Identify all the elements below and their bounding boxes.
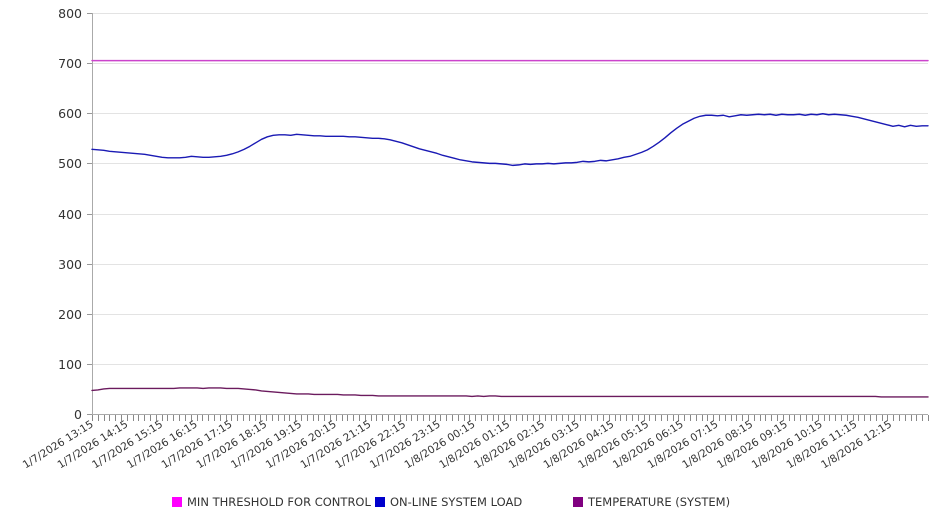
- y-axis-tick-label: 500: [58, 156, 82, 171]
- legend-label: MIN THRESHOLD FOR CONTROL: [187, 495, 371, 509]
- series-layer: [91, 59, 929, 398]
- y-axis-tick-labels: 0 100 200 300 400 500 600 700 800: [58, 6, 82, 422]
- y-axis-tick-label: 800: [58, 6, 82, 21]
- chart-legend: MIN THRESHOLD FOR CONTROL ON-LINE SYSTEM …: [172, 495, 730, 509]
- axis-layer: [87, 13, 929, 421]
- legend-item[interactable]: TEMPERATURE (SYSTEM): [573, 495, 730, 509]
- y-axis-tick-label: 300: [58, 257, 82, 272]
- y-axis-tick-label: 600: [58, 106, 82, 121]
- legend-swatch: [375, 497, 385, 507]
- x-axis-tick-labels: 1/7/2026 13:151/7/2026 14:151/7/2026 15:…: [21, 418, 894, 471]
- y-axis-tick-label: 400: [58, 207, 82, 222]
- legend-item[interactable]: MIN THRESHOLD FOR CONTROL: [172, 495, 371, 509]
- legend-label: TEMPERATURE (SYSTEM): [587, 495, 730, 509]
- y-axis-tick-label: 100: [58, 357, 82, 372]
- grid-layer: [92, 13, 928, 365]
- legend-swatch: [172, 497, 182, 507]
- legend-item[interactable]: ON-LINE SYSTEM LOAD: [375, 495, 522, 509]
- series-line-3: [91, 387, 929, 398]
- y-axis-tick-label: 200: [58, 307, 82, 322]
- legend-label: ON-LINE SYSTEM LOAD: [390, 495, 522, 509]
- legend-swatch: [573, 497, 583, 507]
- y-axis-tick-label: 0: [74, 407, 82, 422]
- series-line-2: [91, 113, 929, 167]
- y-axis-tick-label: 700: [58, 56, 82, 71]
